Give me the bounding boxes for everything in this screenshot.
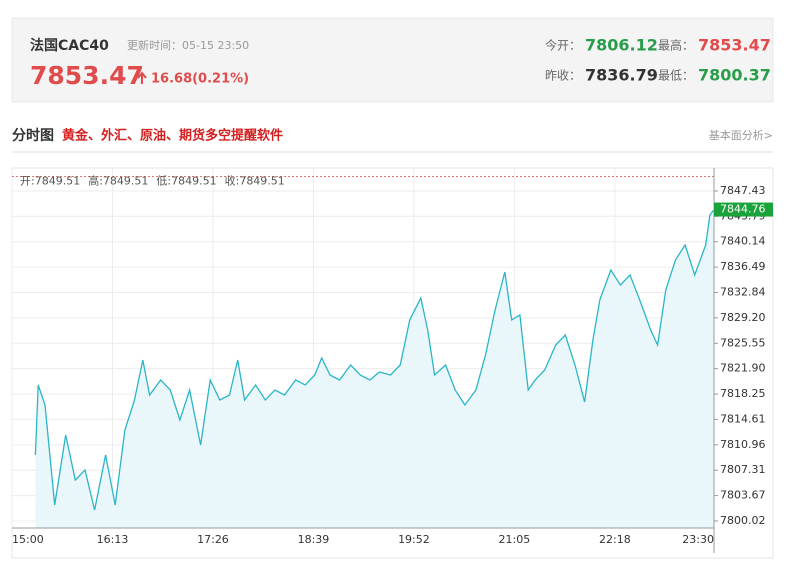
stat-label: 最低： bbox=[658, 69, 694, 83]
stat-label: 昨收： bbox=[545, 69, 581, 83]
last-price-label: 7844.76 bbox=[720, 203, 766, 216]
y-tick-label: 7829.20 bbox=[720, 311, 766, 324]
stat-value: 7836.79 bbox=[585, 66, 658, 85]
x-tick-label: 23:30 bbox=[682, 533, 714, 546]
up-arrow bbox=[137, 71, 147, 84]
y-tick-label: 7814.61 bbox=[720, 412, 766, 425]
ohlc-text: 低:7849.51 bbox=[156, 174, 216, 187]
y-tick-label: 7847.43 bbox=[720, 184, 766, 197]
quote-panel bbox=[11, 17, 774, 103]
y-tick-label: 7836.49 bbox=[720, 260, 766, 273]
last-price-box bbox=[714, 202, 773, 217]
stat-value: 7800.37 bbox=[698, 66, 771, 85]
x-tick-label: 15:00 bbox=[12, 533, 44, 546]
update-time: 更新时间：05-15 23:50 bbox=[127, 38, 249, 52]
y-tick-label: 7803.67 bbox=[720, 489, 766, 502]
price-line bbox=[34, 209, 715, 511]
y-tick-label: 7832.84 bbox=[720, 286, 766, 299]
x-tick-label: 16:13 bbox=[97, 533, 129, 546]
x-tick-label: 22:18 bbox=[599, 533, 631, 546]
change: 16.68(0.21%) bbox=[151, 72, 249, 87]
x-tick-label: 19:52 bbox=[398, 533, 430, 546]
x-tick-label: 17:26 bbox=[197, 533, 229, 546]
y-tick-label: 7807.31 bbox=[720, 463, 766, 476]
stat-value: 7806.12 bbox=[585, 36, 658, 55]
x-tick-label: 18:39 bbox=[298, 533, 330, 546]
y-tick-label: 7810.96 bbox=[720, 438, 766, 451]
area bbox=[35, 209, 714, 528]
stat-label: 最高： bbox=[658, 38, 694, 53]
y-tick-label: 7821.90 bbox=[720, 362, 766, 375]
ohlc-text: 收:7849.51 bbox=[225, 173, 285, 187]
promo-link[interactable]: 黄金、外汇、原油、期货多空提醒软件 bbox=[62, 128, 283, 144]
x-tick-label: 21:05 bbox=[499, 533, 531, 546]
y-tick-label: 7818.25 bbox=[720, 387, 766, 400]
ohlc-text: 高:7849.51 bbox=[88, 173, 148, 187]
stat-value: 7853.47 bbox=[698, 36, 771, 55]
analysis-link[interactable]: 基本面分析> bbox=[709, 128, 773, 142]
index-name: 法国CAC40 bbox=[30, 37, 109, 54]
section-title: 分时图 bbox=[12, 127, 54, 144]
y-tick-label: 7825.55 bbox=[720, 336, 766, 349]
ohlc-text: 开:7849.51 bbox=[20, 174, 80, 187]
y-tick-label: 7840.14 bbox=[720, 235, 766, 248]
price: 7853.47 bbox=[30, 61, 144, 90]
stat-label: 今开： bbox=[545, 38, 581, 53]
y-tick-label: 7800.02 bbox=[720, 514, 766, 527]
